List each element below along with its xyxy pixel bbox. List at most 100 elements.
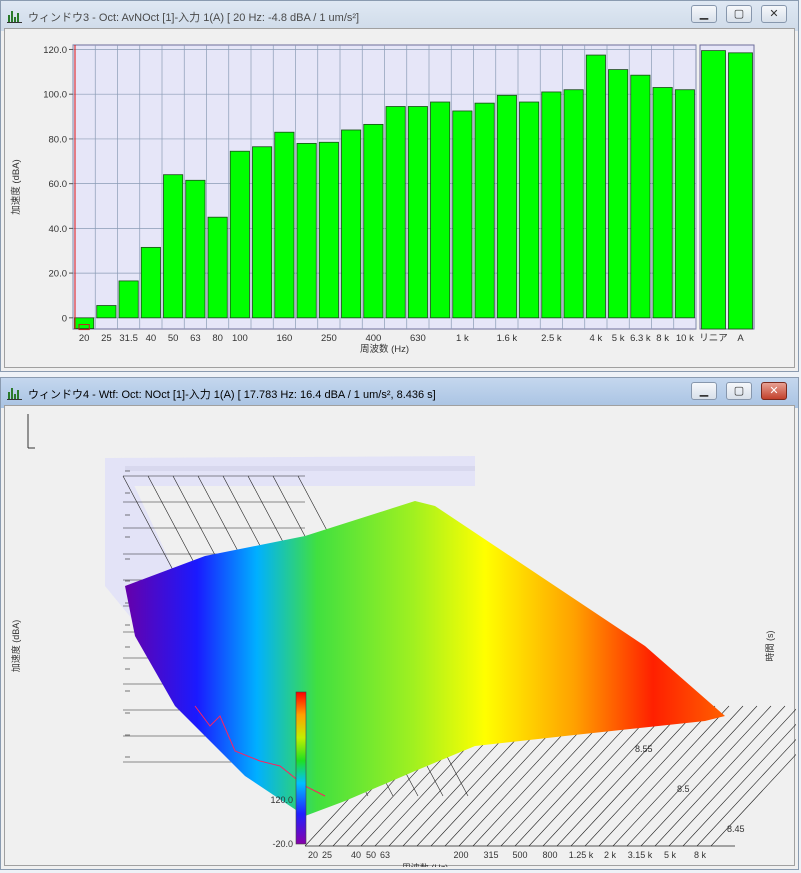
floor-grid-line (710, 754, 796, 847)
window3: ウィンドウ3 - Oct: AvNOct [1]-入力 1(A) [ 20 Hz… (0, 0, 799, 372)
x-tick-label: 1 k (456, 333, 469, 344)
floor-grid-line (626, 705, 758, 847)
bar (274, 131, 295, 319)
x-tick-label: 40 (146, 333, 157, 344)
minimize-icon: ▁ (699, 384, 709, 397)
y-tick-label: 80.0 (49, 134, 68, 145)
bar (652, 87, 673, 319)
bar (407, 106, 428, 319)
maximize-icon: ▢ (733, 7, 745, 20)
x-tick-label: 50 (366, 850, 376, 860)
y-tick-label: 40.0 (49, 224, 68, 235)
bar (74, 317, 95, 329)
z-axis-label: 時間 (s) (765, 631, 775, 662)
bar (630, 74, 651, 319)
bar (452, 110, 473, 319)
floor-grid-line (528, 705, 660, 847)
x-tick-label: 5 k (612, 333, 625, 344)
x-tick-label: 63 (380, 850, 390, 860)
floor-grid-line (654, 705, 786, 847)
x-tick-label: 20 (79, 333, 90, 344)
x-tick-label: 2 k (604, 850, 617, 860)
y-axis-label: 加速度 (dBA) (10, 620, 21, 673)
floor-grid-line (556, 705, 688, 847)
y-tick-label: 60.0 (49, 179, 68, 190)
bar (385, 106, 406, 319)
x-tick-label: 80 (212, 333, 223, 344)
floor-grid-line (598, 705, 730, 847)
window4-close-button[interactable]: ✕ (761, 382, 787, 400)
bar (252, 146, 273, 319)
window4-maximize-button[interactable]: ▢ (726, 382, 752, 400)
close-icon: ✕ (769, 7, 779, 20)
floor-grid-line (682, 723, 796, 847)
x-tick-label: 800 (542, 850, 557, 860)
bar (185, 179, 206, 319)
window4-client: -20.0 120.0 8.55 8.5 8.45 20 25 40 50 63 200 315 500… (4, 405, 796, 867)
y-tick-label: 20.0 (49, 269, 68, 280)
bar (207, 216, 228, 319)
x-tick-label: 50 (168, 333, 179, 344)
y-axis-label: 加速度 (dBA) (10, 159, 22, 214)
x-tick-label: 25 (322, 850, 332, 860)
left-wall-grid (125, 470, 130, 758)
bar (674, 89, 695, 319)
floor-grid-line (668, 708, 796, 847)
bar (318, 141, 339, 319)
overall-tick-label: A (737, 333, 744, 344)
window4-titlebar[interactable]: ウィンドウ4 - Wtf: Oct: NOct [1]-入力 1(A) [ 17… (1, 378, 798, 408)
overall-bar (701, 50, 726, 330)
x-tick-label: 8 k (694, 850, 707, 860)
x-tick-label: 20 (308, 850, 318, 860)
window3-title: ウィンドウ3 - Oct: AvNOct [1]-入力 1(A) [ 20 Hz… (28, 12, 360, 24)
floor-grid-line (570, 705, 702, 847)
overall-tick-label: リニア (699, 333, 728, 344)
x-tick-label: 4 k (590, 333, 603, 344)
x-tick-label: 250 (321, 333, 337, 344)
window3-close-button[interactable]: ✕ (761, 5, 787, 23)
bar (430, 101, 451, 319)
window3-minimize-button[interactable]: ▁ (691, 5, 717, 23)
app-chart-icon (7, 11, 22, 23)
x-tick-label: 6.3 k (630, 333, 651, 344)
bar (118, 280, 139, 319)
floor-grid-line (542, 705, 674, 847)
z-tick-label: 8.55 (635, 744, 653, 754)
octave-bar-chart[interactable]: 0 20.0 40.0 60.0 80.0 100.0 120.0 20 25 31.5 40 50 6… (5, 29, 796, 369)
window3-titlebar[interactable]: ウィンドウ3 - Oct: AvNOct [1]-入力 1(A) [ 20 Hz… (1, 1, 798, 31)
x-tick-label: 100 (232, 333, 248, 344)
bar (519, 101, 540, 319)
x-tick-label: 400 (365, 333, 381, 344)
z-tick-label: 8.5 (677, 784, 690, 794)
minimize-icon: ▁ (699, 7, 709, 20)
window4-minimize-button[interactable]: ▁ (691, 382, 717, 400)
bar (585, 54, 606, 319)
floor-grid-line (640, 705, 772, 847)
bar (563, 89, 584, 319)
y-tick-label: 100.0 (43, 90, 67, 101)
bar (608, 69, 629, 319)
window3-maximize-button[interactable]: ▢ (726, 5, 752, 23)
overall-bar (728, 52, 753, 330)
cursor-marker (78, 324, 90, 331)
bar (229, 150, 250, 319)
waterfall-3d-chart[interactable]: -20.0 120.0 8.55 8.5 8.45 20 25 40 50 63 200 315 500… (5, 406, 796, 867)
x-axis-label: 周波数 (Hz) (402, 862, 449, 867)
x-axis-label: 周波数 (Hz) (360, 343, 409, 355)
x-tick-label: 25 (101, 333, 112, 344)
bar (96, 305, 117, 319)
colorbar-min-label: -20.0 (272, 839, 293, 849)
x-tick-label: 630 (410, 333, 426, 344)
x-tick-label: 8 k (656, 333, 669, 344)
bar (496, 94, 517, 319)
window4: ウィンドウ4 - Wtf: Oct: NOct [1]-入力 1(A) [ 17… (0, 377, 799, 870)
window3-client: 0 20.0 40.0 60.0 80.0 100.0 120.0 20 25 31.5 40 50 6… (4, 28, 795, 368)
bar (140, 246, 161, 319)
x-tick-label: 10 k (676, 333, 694, 344)
back-top (125, 466, 475, 471)
y-tick-label: 0 (62, 313, 67, 324)
bar (341, 129, 362, 319)
window4-title: ウィンドウ4 - Wtf: Oct: NOct [1]-入力 1(A) [ 17… (28, 389, 436, 401)
x-tick-label: 2.5 k (541, 333, 562, 344)
colorbar (295, 691, 307, 845)
